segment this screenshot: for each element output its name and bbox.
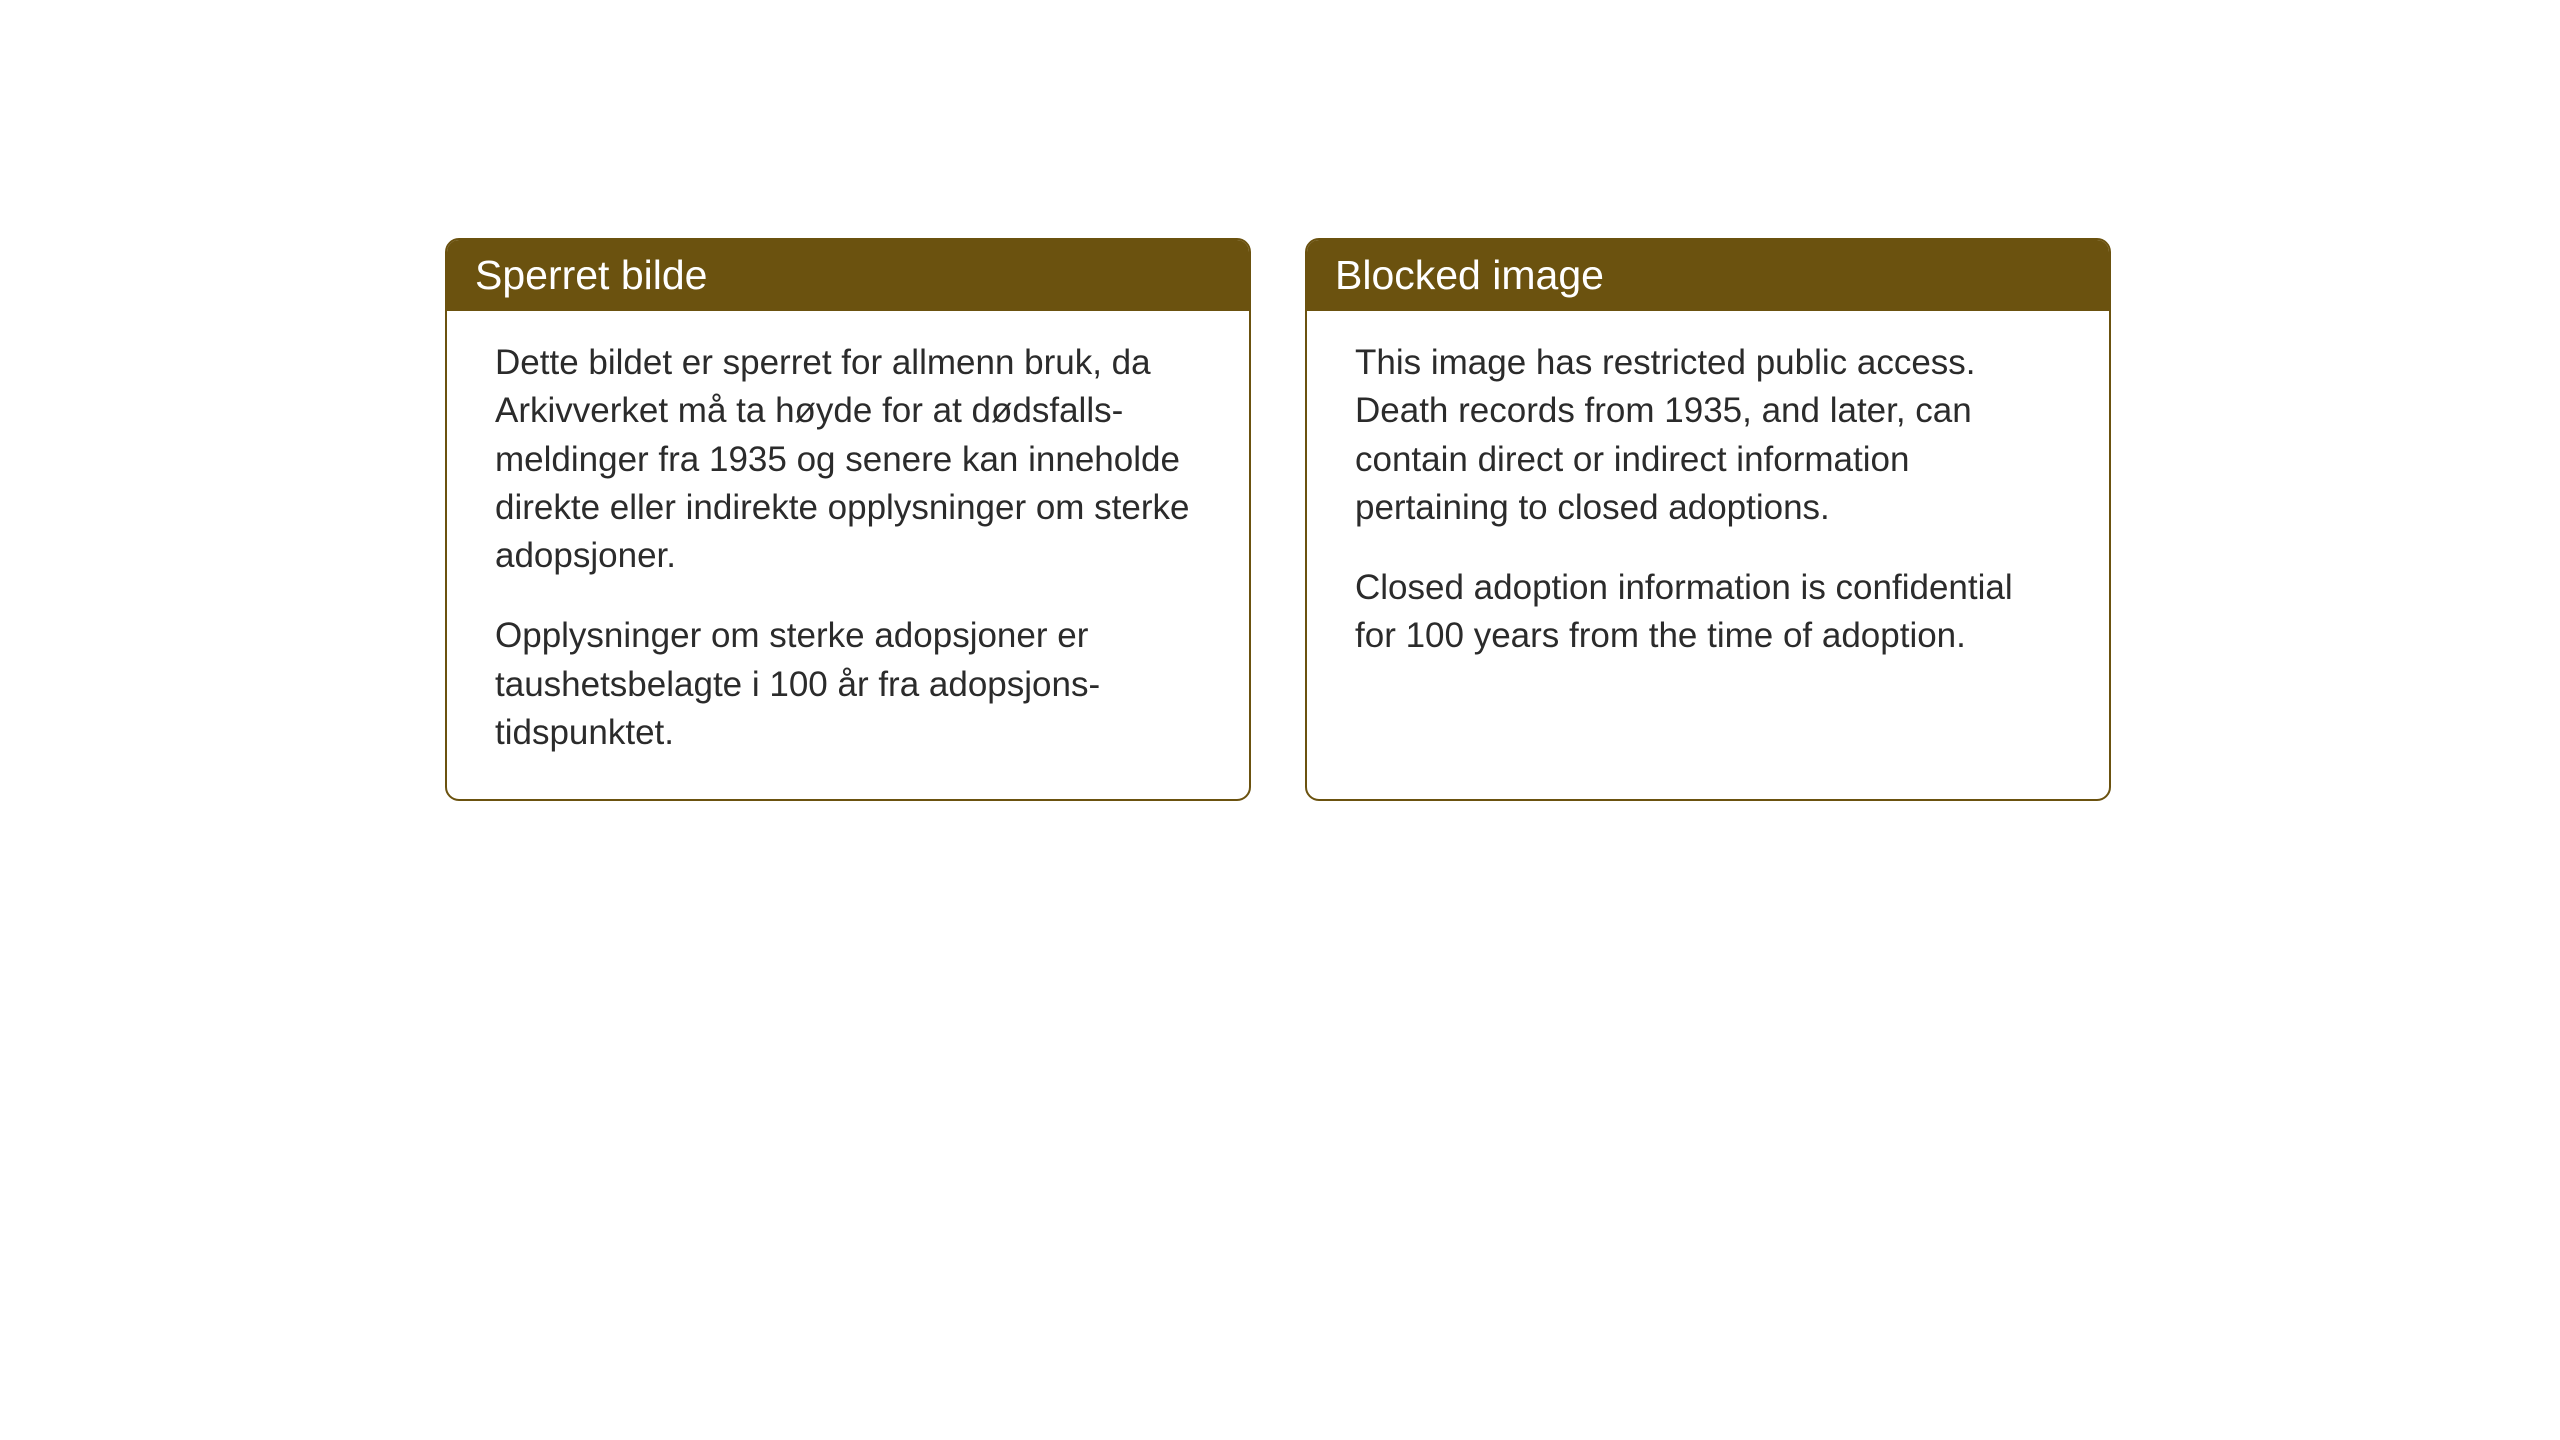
notice-card-norwegian: Sperret bilde Dette bildet er sperret fo… (445, 238, 1251, 801)
card-paragraph: Dette bildet er sperret for allmenn bruk… (495, 339, 1201, 580)
card-body-english: This image has restricted public access.… (1307, 311, 2109, 703)
card-header-english: Blocked image (1307, 240, 2109, 311)
notice-card-english: Blocked image This image has restricted … (1305, 238, 2111, 801)
card-paragraph: Closed adoption information is confident… (1355, 564, 2061, 661)
card-title: Sperret bilde (475, 252, 707, 298)
card-paragraph: This image has restricted public access.… (1355, 339, 2061, 532)
notice-cards-container: Sperret bilde Dette bildet er sperret fo… (445, 238, 2111, 801)
card-paragraph: Opplysninger om sterke adopsjoner er tau… (495, 612, 1201, 757)
card-header-norwegian: Sperret bilde (447, 240, 1249, 311)
card-title: Blocked image (1335, 252, 1604, 298)
card-body-norwegian: Dette bildet er sperret for allmenn bruk… (447, 311, 1249, 799)
